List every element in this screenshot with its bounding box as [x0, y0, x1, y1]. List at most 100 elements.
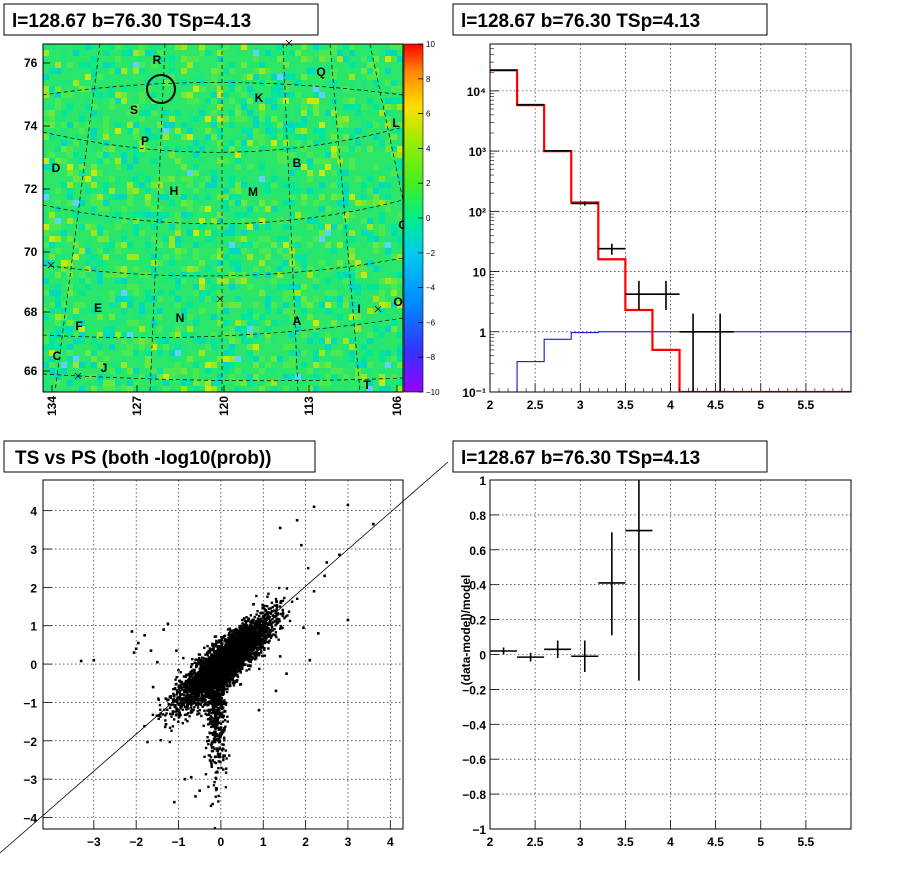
- map-pixel: [139, 170, 145, 176]
- map-pixel: [103, 218, 109, 224]
- map-pixel: [295, 290, 301, 296]
- map-pixel: [175, 116, 181, 122]
- map-pixel: [301, 128, 307, 134]
- map-pixel: [391, 230, 397, 236]
- map-pixel: [49, 260, 55, 266]
- map-pixel: [277, 170, 283, 176]
- map-pixel: [223, 332, 229, 338]
- map-pixel: [313, 152, 319, 158]
- map-pixel: [331, 50, 337, 56]
- map-pixel: [361, 176, 367, 182]
- map-pixel: [85, 158, 91, 164]
- map-pixel: [271, 320, 277, 326]
- map-pixel: [73, 218, 79, 224]
- map-pixel: [151, 224, 157, 230]
- map-pixel: [103, 236, 109, 242]
- map-pixel: [169, 152, 175, 158]
- map-pixel: [187, 140, 193, 146]
- map-pixel: [229, 122, 235, 128]
- map-pixel: [277, 176, 283, 182]
- map-pixel: [139, 320, 145, 326]
- map-pixel: [289, 104, 295, 110]
- map-pixel: [229, 164, 235, 170]
- map-pixel: [295, 74, 301, 80]
- map-pixel: [385, 104, 391, 110]
- spectrum-y-tick-label: 1: [479, 326, 486, 340]
- map-pixel: [193, 182, 199, 188]
- map-pixel: [61, 80, 67, 86]
- skymap-x-tick-label: 127: [130, 396, 144, 416]
- scatter-point: [239, 671, 242, 674]
- map-pixel: [391, 92, 397, 98]
- map-pixel: [265, 362, 271, 368]
- scatter-point: [172, 703, 175, 706]
- map-pixel: [235, 200, 241, 206]
- map-pixel: [385, 80, 391, 86]
- map-pixel: [91, 368, 97, 374]
- map-pixel: [397, 110, 403, 116]
- map-pixel: [391, 68, 397, 74]
- map-pixel: [259, 242, 265, 248]
- map-pixel: [259, 188, 265, 194]
- colorbar-tick-label: 0: [426, 214, 431, 223]
- map-pixel: [67, 296, 73, 302]
- map-pixel: [307, 62, 313, 68]
- map-pixel: [223, 200, 229, 206]
- map-pixel: [133, 194, 139, 200]
- map-pixel: [91, 164, 97, 170]
- map-pixel: [331, 326, 337, 332]
- map-pixel: [97, 170, 103, 176]
- map-pixel: [253, 62, 259, 68]
- map-pixel: [157, 278, 163, 284]
- map-pixel: [301, 164, 307, 170]
- scatter-title-box: [3, 440, 316, 473]
- map-pixel: [61, 122, 67, 128]
- map-pixel: [397, 374, 403, 380]
- map-pixel: [121, 194, 127, 200]
- map-pixel: [253, 386, 259, 392]
- map-pixel: [235, 50, 241, 56]
- map-pixel: [109, 314, 115, 320]
- map-pixel: [391, 74, 397, 80]
- scatter-point: [277, 618, 281, 621]
- map-pixel: [229, 254, 235, 260]
- map-pixel: [157, 218, 163, 224]
- map-pixel: [103, 344, 109, 350]
- map-pixel: [145, 104, 151, 110]
- map-pixel: [157, 164, 163, 170]
- map-pixel: [259, 140, 265, 146]
- map-pixel: [181, 314, 187, 320]
- map-pixel: [271, 176, 277, 182]
- map-pixel: [223, 338, 229, 344]
- map-pixel: [181, 230, 187, 236]
- map-pixel: [157, 356, 163, 362]
- map-pixel: [175, 206, 181, 212]
- map-pixel: [271, 296, 277, 302]
- map-pixel: [181, 380, 187, 386]
- data-point: [544, 150, 572, 152]
- map-pixel: [361, 308, 367, 314]
- map-pixel: [253, 218, 259, 224]
- map-pixel: [277, 362, 283, 368]
- map-pixel: [247, 98, 253, 104]
- map-pixel: [265, 224, 271, 230]
- map-pixel: [361, 188, 367, 194]
- map-pixel: [91, 320, 97, 326]
- colorbar-tick-label: 4: [426, 144, 431, 153]
- map-pixel: [295, 86, 301, 92]
- map-pixel: [103, 338, 109, 344]
- map-pixel: [157, 212, 163, 218]
- map-pixel: [229, 224, 235, 230]
- map-pixel: [199, 272, 205, 278]
- map-pixel: [331, 152, 337, 158]
- map-pixel: [259, 338, 265, 344]
- map-pixel: [139, 272, 145, 278]
- map-pixel: [157, 50, 163, 56]
- map-pixel: [163, 134, 169, 140]
- map-pixel: [265, 350, 271, 356]
- map-pixel: [181, 68, 187, 74]
- map-pixel: [223, 62, 229, 68]
- map-pixel: [73, 254, 79, 260]
- map-pixel: [373, 356, 379, 362]
- map-pixel: [307, 140, 313, 146]
